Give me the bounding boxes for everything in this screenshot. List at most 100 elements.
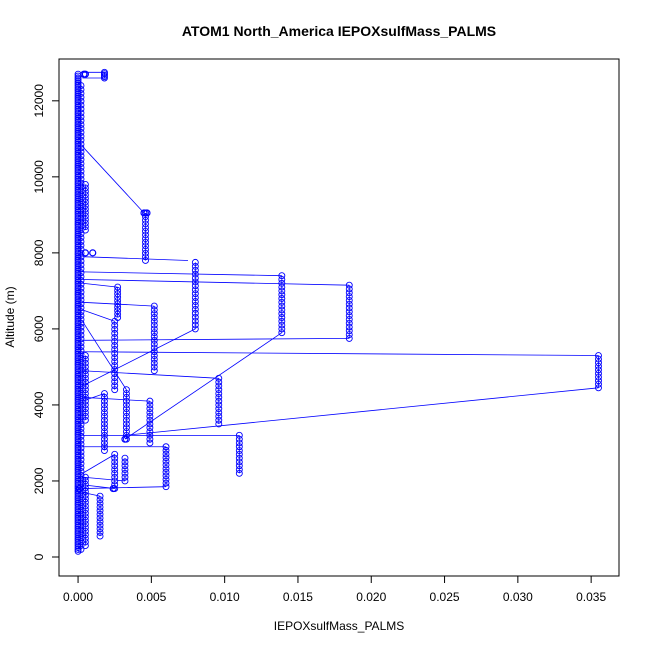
data-point <box>77 499 85 507</box>
connection-line <box>82 282 118 288</box>
data-point <box>146 428 154 435</box>
data-point <box>77 152 85 160</box>
data-point <box>191 298 199 305</box>
data-point <box>345 331 353 339</box>
data-point <box>162 483 170 491</box>
data-point <box>111 337 119 345</box>
data-point <box>191 321 199 329</box>
data-point <box>122 431 130 439</box>
data-point <box>122 412 130 420</box>
data-point <box>77 132 85 140</box>
data-point <box>345 304 353 312</box>
data-point <box>345 323 353 331</box>
data-point <box>77 167 85 175</box>
data-point <box>111 350 119 357</box>
data-point <box>77 156 85 164</box>
data-point <box>235 462 243 470</box>
data-point <box>111 370 119 378</box>
data-point <box>77 121 85 129</box>
y-tick-label: 6000 <box>32 315 46 342</box>
data-point <box>235 431 243 439</box>
connection-line <box>82 476 126 482</box>
data-point <box>345 281 353 289</box>
data-point <box>142 249 149 257</box>
data-point <box>77 386 85 394</box>
data-point <box>77 335 85 343</box>
data-point <box>142 253 149 261</box>
data-point <box>162 446 170 454</box>
data-point <box>77 128 85 136</box>
x-tick-label: 0.010 <box>210 590 240 604</box>
data-point <box>122 420 130 428</box>
data-point <box>100 431 108 439</box>
data-point <box>77 171 85 179</box>
data-point <box>77 401 85 409</box>
y-tick-label: 10000 <box>32 160 46 194</box>
data-point <box>81 409 89 416</box>
data-point <box>114 307 122 315</box>
data-point <box>96 507 104 515</box>
data-point <box>122 393 130 401</box>
data-point <box>111 321 119 329</box>
data-point <box>100 68 108 76</box>
connection-line <box>82 146 145 214</box>
data-point <box>81 480 89 488</box>
data-point <box>122 390 130 397</box>
data-point <box>81 226 89 234</box>
data-point <box>77 284 85 292</box>
data-point <box>77 230 85 238</box>
data-point <box>81 416 89 424</box>
data-point <box>235 443 243 451</box>
data-point <box>77 374 85 382</box>
x-tick-label: 0.035 <box>576 590 606 604</box>
data-point <box>77 296 85 304</box>
data-point <box>140 209 148 217</box>
data-point <box>77 475 85 483</box>
data-point <box>114 287 122 294</box>
data-point <box>77 425 85 433</box>
data-point <box>595 352 602 359</box>
data-point <box>142 227 149 235</box>
data-point <box>114 310 122 318</box>
connection-line <box>82 338 350 341</box>
connection-line <box>82 321 127 390</box>
connection-line <box>82 279 350 286</box>
data-point <box>150 314 158 321</box>
data-point <box>77 308 85 316</box>
data-point <box>77 545 85 553</box>
data-point <box>146 416 154 424</box>
data-point <box>121 454 129 462</box>
data-point <box>191 262 199 270</box>
data-point <box>114 297 122 305</box>
data-point <box>77 471 85 479</box>
data-point <box>278 295 286 302</box>
data-point <box>77 144 85 152</box>
data-point <box>142 213 149 221</box>
data-point <box>146 405 154 413</box>
data-point <box>77 432 85 440</box>
data-point <box>77 214 85 222</box>
data-point <box>77 347 85 355</box>
data-point <box>191 309 199 317</box>
data-point <box>81 382 89 390</box>
data-point <box>122 401 130 409</box>
data-point <box>142 235 149 242</box>
data-point <box>77 312 85 320</box>
data-point <box>595 355 602 363</box>
data-point <box>77 97 85 105</box>
data-point <box>111 366 119 374</box>
data-point <box>215 390 223 397</box>
data-point <box>345 300 353 308</box>
data-point <box>96 492 104 500</box>
data-point <box>77 160 85 168</box>
data-point <box>121 477 129 485</box>
data-point <box>142 246 149 253</box>
data-point <box>77 366 85 374</box>
data-point <box>77 542 85 549</box>
data-point <box>77 148 85 156</box>
data-point <box>345 312 353 320</box>
data-point <box>77 331 85 339</box>
data-point <box>96 503 104 511</box>
data-point <box>77 210 85 218</box>
data-point <box>122 386 130 394</box>
